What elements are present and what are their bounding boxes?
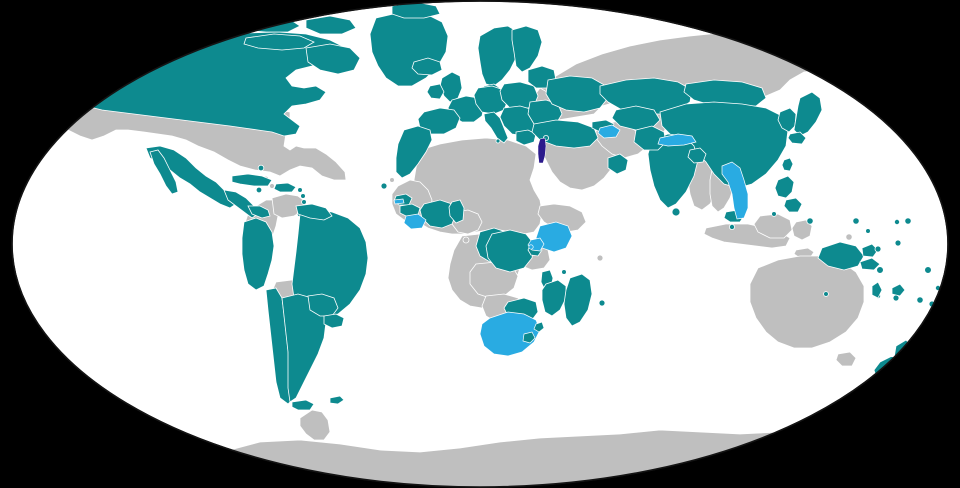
region-canada-baffin bbox=[305, 43, 361, 75]
region-madagascar bbox=[563, 273, 593, 327]
region-finland bbox=[511, 25, 543, 73]
region-tasmania bbox=[835, 351, 857, 367]
region-pacific-island-2 bbox=[852, 217, 860, 225]
region-greece bbox=[515, 129, 537, 146]
region-brunei bbox=[771, 211, 777, 217]
region-island-gray-5 bbox=[845, 233, 853, 241]
region-secondary-island-1 bbox=[528, 244, 534, 250]
region-panama bbox=[247, 205, 271, 219]
region-eswatini bbox=[533, 321, 545, 333]
region-gambia bbox=[393, 198, 405, 205]
region-falklands bbox=[329, 395, 345, 405]
region-mexico bbox=[145, 145, 237, 209]
region-ireland bbox=[426, 83, 445, 100]
region-armenia-azerbaijan bbox=[597, 124, 621, 139]
region-iberia bbox=[417, 107, 461, 135]
region-hispaniola bbox=[273, 182, 297, 193]
region-pacific-island-13 bbox=[916, 296, 924, 304]
region-bahamas bbox=[257, 164, 265, 172]
region-comoros bbox=[561, 269, 567, 275]
region-vietnam bbox=[721, 161, 749, 220]
region-togo-benin bbox=[448, 199, 465, 224]
region-lesser-antilles-1 bbox=[297, 187, 303, 193]
region-kiribati bbox=[865, 228, 871, 234]
region-canada-arctic-3 bbox=[305, 15, 357, 35]
globe-outline bbox=[11, 0, 949, 488]
region-oman bbox=[607, 153, 629, 175]
region-papua-new-guinea bbox=[817, 241, 865, 271]
region-central-america bbox=[223, 189, 259, 219]
region-nepal bbox=[657, 133, 697, 147]
region-uruguay bbox=[323, 313, 345, 329]
region-guyanas bbox=[295, 203, 333, 221]
region-pacific-island-1 bbox=[806, 217, 814, 225]
region-pacific-island-7 bbox=[876, 266, 884, 274]
region-island-gray-2 bbox=[269, 183, 275, 189]
region-island-gray-4 bbox=[596, 254, 604, 262]
region-israel bbox=[537, 137, 547, 164]
region-paraguay-uruguay bbox=[307, 293, 339, 317]
region-lesser-antilles-2 bbox=[300, 193, 306, 199]
region-pacific-island-8 bbox=[924, 266, 932, 274]
region-singapore bbox=[729, 223, 736, 230]
region-germany-benelux bbox=[473, 85, 509, 115]
region-malta bbox=[495, 138, 501, 144]
region-korea bbox=[777, 107, 797, 133]
region-png-islands bbox=[861, 243, 879, 258]
region-jamaica bbox=[255, 186, 263, 194]
region-morocco bbox=[395, 125, 433, 179]
region-solomon-islands bbox=[859, 257, 881, 271]
region-philippines-s bbox=[783, 197, 803, 213]
region-mozambique bbox=[541, 279, 567, 317]
region-liberia bbox=[403, 213, 427, 230]
region-norway-sweden bbox=[477, 25, 521, 87]
region-brazil bbox=[291, 209, 369, 321]
region-lesotho bbox=[522, 331, 536, 344]
region-island-gray-6 bbox=[389, 177, 395, 183]
region-cuba bbox=[231, 173, 273, 187]
region-japan-south bbox=[787, 131, 807, 145]
region-island-gray-3 bbox=[462, 236, 470, 244]
region-antarctic-peninsula bbox=[299, 409, 331, 441]
region-fiji bbox=[891, 283, 906, 297]
region-pacific-island-3 bbox=[904, 217, 912, 225]
region-south-africa bbox=[479, 311, 541, 357]
region-pacific-island-4 bbox=[894, 218, 901, 225]
region-cabo-verde bbox=[380, 182, 388, 190]
region-tierra-del-fuego bbox=[291, 399, 315, 411]
region-mauritius bbox=[598, 299, 606, 307]
region-ukraine-belarus bbox=[545, 75, 609, 113]
region-sri-lanka bbox=[671, 207, 681, 217]
region-group-subject bbox=[537, 137, 547, 164]
region-italy bbox=[483, 111, 509, 144]
region-vanuatu bbox=[871, 281, 883, 299]
region-iceland bbox=[411, 57, 443, 76]
region-japan bbox=[793, 91, 823, 137]
region-lesser-antilles-3 bbox=[301, 199, 307, 205]
region-ivory-coast-ghana bbox=[419, 199, 457, 229]
region-pacific-island-15 bbox=[823, 291, 829, 297]
region-taiwan bbox=[781, 157, 794, 172]
region-turkey bbox=[531, 119, 599, 149]
region-borneo bbox=[753, 213, 793, 239]
region-canada-arctic-2 bbox=[243, 33, 315, 51]
region-baja bbox=[149, 149, 179, 195]
region-bangladesh bbox=[687, 147, 707, 164]
region-group-secondary bbox=[393, 124, 749, 357]
region-drc bbox=[485, 229, 535, 273]
region-pacific-island-6 bbox=[874, 245, 882, 253]
region-philippines bbox=[774, 175, 795, 199]
region-pacific-island-5 bbox=[894, 239, 902, 247]
region-peru-ecuador bbox=[241, 217, 275, 291]
